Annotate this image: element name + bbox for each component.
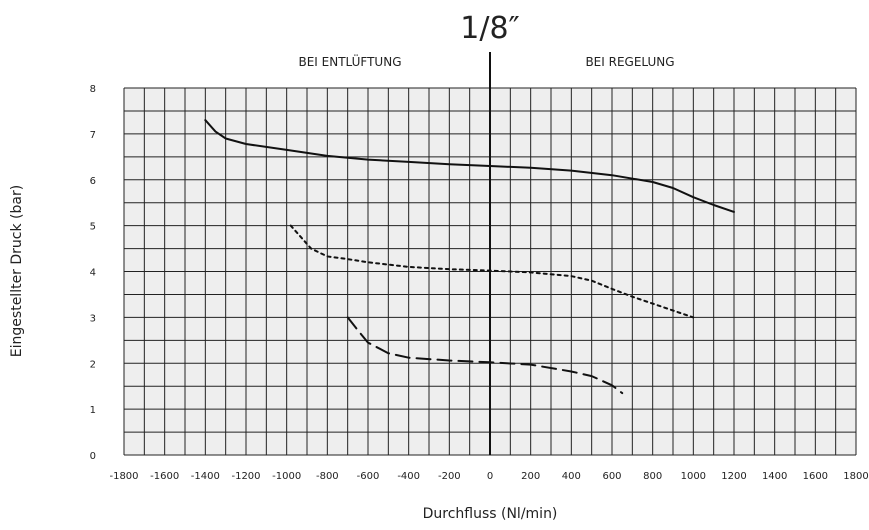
x-tick-label: 1200 xyxy=(721,471,746,482)
y-tick-label: 4 xyxy=(90,268,96,279)
x-tick-labels: -1800 -1600 -1400 -1200 -1000 -800 -600 -400 -20… xyxy=(109,471,868,482)
x-tick-label: -1200 xyxy=(231,471,260,482)
x-tick-label: -1600 xyxy=(150,471,179,482)
x-tick-label: 200 xyxy=(521,471,540,482)
x-tick-label: 1800 xyxy=(843,471,868,482)
y-tick-label: 2 xyxy=(90,359,96,370)
x-tick-label: 600 xyxy=(602,471,621,482)
y-tick-label: 3 xyxy=(90,313,96,324)
x-tick-label: -800 xyxy=(316,471,339,482)
chart-title: 1/8″ xyxy=(460,11,520,46)
y-axis-label: Eingestellter Druck (bar) xyxy=(9,185,25,357)
x-tick-label: 0 xyxy=(487,471,493,482)
x-tick-label: -1800 xyxy=(109,471,138,482)
x-tick-label: -200 xyxy=(438,471,461,482)
series-group xyxy=(204,119,735,395)
x-axis-label: Durchfluss (Nl/min) xyxy=(423,506,558,522)
x-tick-label: 1600 xyxy=(803,471,828,482)
x-tick-label: -600 xyxy=(357,471,380,482)
x-tick-label: 1000 xyxy=(681,471,706,482)
x-tick-label: -1000 xyxy=(272,471,301,482)
y-tick-label: 1 xyxy=(90,405,96,416)
region-label-right: BEI REGELUNG xyxy=(585,55,674,69)
y-tick-labels: 0 1 2 3 4 5 6 7 8 xyxy=(90,84,96,462)
x-tick-label: 400 xyxy=(562,471,581,482)
y-tick-label: 0 xyxy=(90,451,96,462)
series-line-3-dashed xyxy=(346,316,624,395)
y-tick-label: 5 xyxy=(90,222,96,233)
region-label-left: BEI ENTLÜFTUNG xyxy=(298,53,401,69)
x-tick-label: 1400 xyxy=(762,471,787,482)
y-tick-label: 6 xyxy=(90,176,96,187)
x-tick-label: 800 xyxy=(643,471,662,482)
x-tick-label: -1400 xyxy=(191,471,220,482)
series-line-2-dotted xyxy=(289,224,695,319)
y-tick-label: 8 xyxy=(90,84,96,95)
series-line-1-solid xyxy=(204,119,735,213)
y-tick-label: 7 xyxy=(90,130,96,141)
x-tick-label: -400 xyxy=(397,471,420,482)
